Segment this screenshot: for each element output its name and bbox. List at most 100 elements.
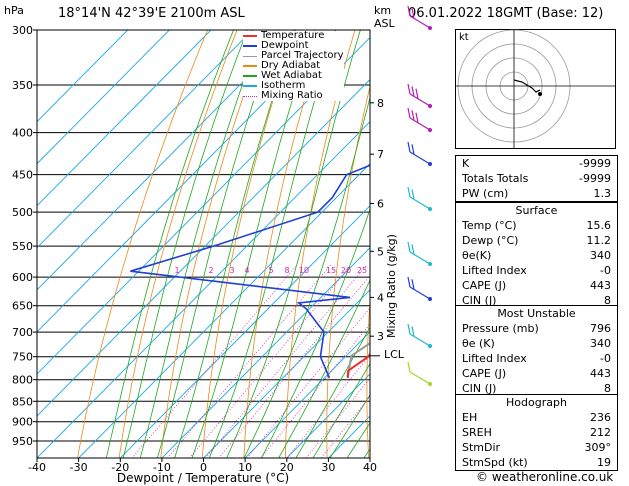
- wind-barb-feather: [407, 141, 411, 153]
- wet-adiabat: [105, 30, 234, 458]
- mixing-ratio-line: [218, 274, 370, 458]
- wind-barb-feather: [407, 276, 411, 288]
- mixing-ratio-label: 15: [326, 266, 336, 275]
- mixing-ratio-label: 4: [244, 266, 249, 275]
- legend-swatch: [243, 75, 257, 77]
- surface-row: Temp (°C) 15.6: [456, 218, 617, 233]
- dry-adiabat: [366, 295, 370, 458]
- isotherm: [119, 205, 370, 458]
- wet-adiabat: [191, 30, 315, 458]
- wet-adiabat: [226, 30, 361, 458]
- surface-row: θe(K) 340: [456, 248, 617, 263]
- lcl-label: LCL: [384, 348, 405, 361]
- wind-barb-shaft: [409, 151, 431, 165]
- mixing-ratio-label: 3: [229, 266, 234, 275]
- surface-row-value: -0: [600, 264, 611, 277]
- dry-adiabat: [160, 30, 267, 458]
- most-unstable-row-value: 8: [604, 382, 611, 395]
- indices-row: K -9999: [456, 156, 617, 171]
- wind-barb-feather: [411, 110, 415, 121]
- most-unstable-row-label: θe (K): [462, 337, 495, 350]
- mixing-ratio-line: [205, 264, 367, 458]
- isotherm: [37, 30, 254, 249]
- location-title: 18°14'N 42°39'E 2100m ASL: [58, 6, 245, 21]
- y-tick-label: 550: [12, 240, 33, 253]
- hodograph-table-row: StmSpd (kt) 19: [456, 455, 617, 470]
- x-axis-label: Dewpoint / Temperature (°C): [117, 471, 289, 485]
- mixing-ratio-line: [305, 377, 370, 458]
- wind-barb-shaft: [409, 93, 431, 107]
- wind-barb-feather: [411, 326, 415, 337]
- wet-adiabat: [312, 362, 370, 458]
- wet-adiabat: [295, 326, 370, 458]
- wind-barb-shaft: [409, 196, 431, 210]
- wind-barb-shaft: [409, 333, 431, 347]
- surface-row: CIN (J) 8: [456, 293, 617, 308]
- most-unstable-row: θe (K) 340: [456, 336, 617, 351]
- most-unstable-row-label: CIN (J): [462, 382, 497, 395]
- x-tick-label: -10: [153, 461, 171, 474]
- temperature-line: [346, 352, 370, 378]
- indices-table: K -9999 Totals Totals -9999 PW (cm) 1.3: [455, 155, 618, 202]
- surface-row-label: CIN (J): [462, 294, 497, 307]
- isotherm: [37, 78, 370, 417]
- surface-row-value: 8: [604, 294, 611, 307]
- legend-entry: Dewpoint: [243, 41, 344, 51]
- surface-row-value: 340: [590, 249, 611, 262]
- wind-barb-feather: [411, 86, 415, 97]
- legend-label: Dewpoint: [261, 40, 309, 51]
- legend-label: Dry Adiabat: [261, 60, 321, 71]
- y-tick-label: 500: [12, 206, 33, 219]
- most-unstable-row-value: -0: [600, 352, 611, 365]
- mixing-ratio-line: [167, 264, 331, 458]
- wet-adiabat: [243, 96, 370, 458]
- indices-row-value: 1.3: [593, 187, 612, 200]
- datetime-title: 06.01.2022 18GMT (Base: 12): [408, 6, 604, 21]
- wet-adiabat: [278, 279, 370, 458]
- x-tick-label: 30: [321, 461, 335, 474]
- hodograph-table-title: Hodograph: [506, 396, 567, 409]
- legend-entry: Isotherm: [243, 81, 344, 91]
- hodograph-table-row-value: 212: [590, 426, 611, 439]
- x-tick-label: 10: [238, 461, 252, 474]
- most-unstable-table: Most Unstable Pressure (mb) 796 θe (K) 340 L…: [455, 305, 618, 397]
- copyright: © weatheronline.co.uk: [476, 470, 614, 484]
- wind-barb: [407, 323, 432, 348]
- wind-barb-feather: [415, 112, 419, 123]
- km-tick-label: 4: [377, 291, 384, 304]
- x-tick-label: 0: [200, 461, 207, 474]
- wind-barb: [407, 241, 432, 266]
- y-tick-label: 750: [12, 351, 33, 364]
- dewpoint-line: [130, 164, 370, 379]
- isotherm: [37, 30, 129, 123]
- surface-row-label: θe(K): [462, 249, 492, 262]
- most-unstable-row: Pressure (mb) 796: [456, 321, 617, 336]
- y-tick-label: 350: [12, 79, 33, 92]
- wind-barb-dot: [428, 344, 432, 348]
- y-tick-label: 300: [12, 24, 33, 37]
- y-tick-label: 800: [12, 374, 33, 387]
- surface-row: Lifted Index -0: [456, 263, 617, 278]
- mixing-ratio-axis-label: Mixing Ratio (g/kg): [385, 234, 398, 338]
- surface-row-value: 15.6: [586, 219, 612, 232]
- legend-swatch: [243, 45, 257, 47]
- mixing-ratio-label: 1: [174, 266, 179, 275]
- legend-label: Mixing Ratio: [261, 90, 323, 101]
- hodograph-table-row: StmDir 309°: [456, 440, 617, 455]
- surface-row: Dewp (°C) 11.2: [456, 233, 617, 248]
- wind-barb-feather: [407, 323, 411, 335]
- hodograph-table-row-label: SREH: [462, 426, 492, 439]
- wind-barb-feather: [407, 5, 411, 17]
- wet-adiabat: [329, 394, 370, 458]
- most-unstable-row: Lifted Index -0: [456, 351, 617, 366]
- hodograph-table-row: EH 236: [456, 410, 617, 425]
- km-tick-label: 7: [377, 148, 384, 161]
- legend: Temperature Dewpoint Parcel Trajectory Dry …: [243, 31, 344, 101]
- isotherm: [161, 247, 370, 458]
- wind-barb-dot: [428, 104, 432, 108]
- mixing-ratio-line: [286, 354, 370, 458]
- wind-barb-shaft: [409, 15, 431, 29]
- legend-swatch: [243, 35, 257, 37]
- asl-label: ASL: [374, 17, 395, 30]
